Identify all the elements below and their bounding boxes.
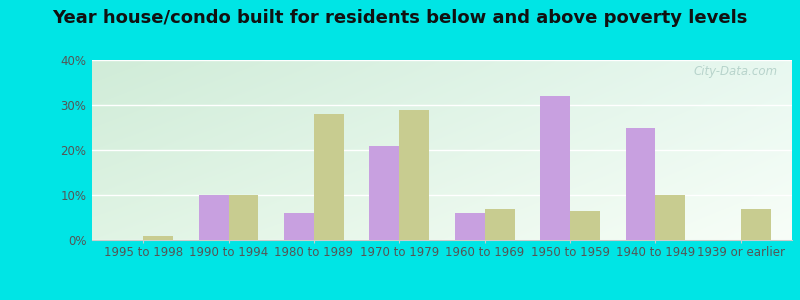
Bar — [198, 195, 229, 240]
Bar — [570, 211, 600, 240]
Bar — [399, 110, 429, 240]
Bar — [229, 195, 258, 240]
Bar — [314, 114, 344, 240]
Bar — [143, 236, 173, 240]
Bar — [540, 96, 570, 240]
Bar — [485, 208, 514, 240]
Text: City-Data.com: City-Data.com — [694, 65, 778, 78]
Bar — [370, 146, 399, 240]
Text: Year house/condo built for residents below and above poverty levels: Year house/condo built for residents bel… — [52, 9, 748, 27]
Bar — [455, 213, 485, 240]
Bar — [284, 213, 314, 240]
Bar — [741, 208, 770, 240]
Bar — [655, 195, 686, 240]
Bar — [626, 128, 655, 240]
